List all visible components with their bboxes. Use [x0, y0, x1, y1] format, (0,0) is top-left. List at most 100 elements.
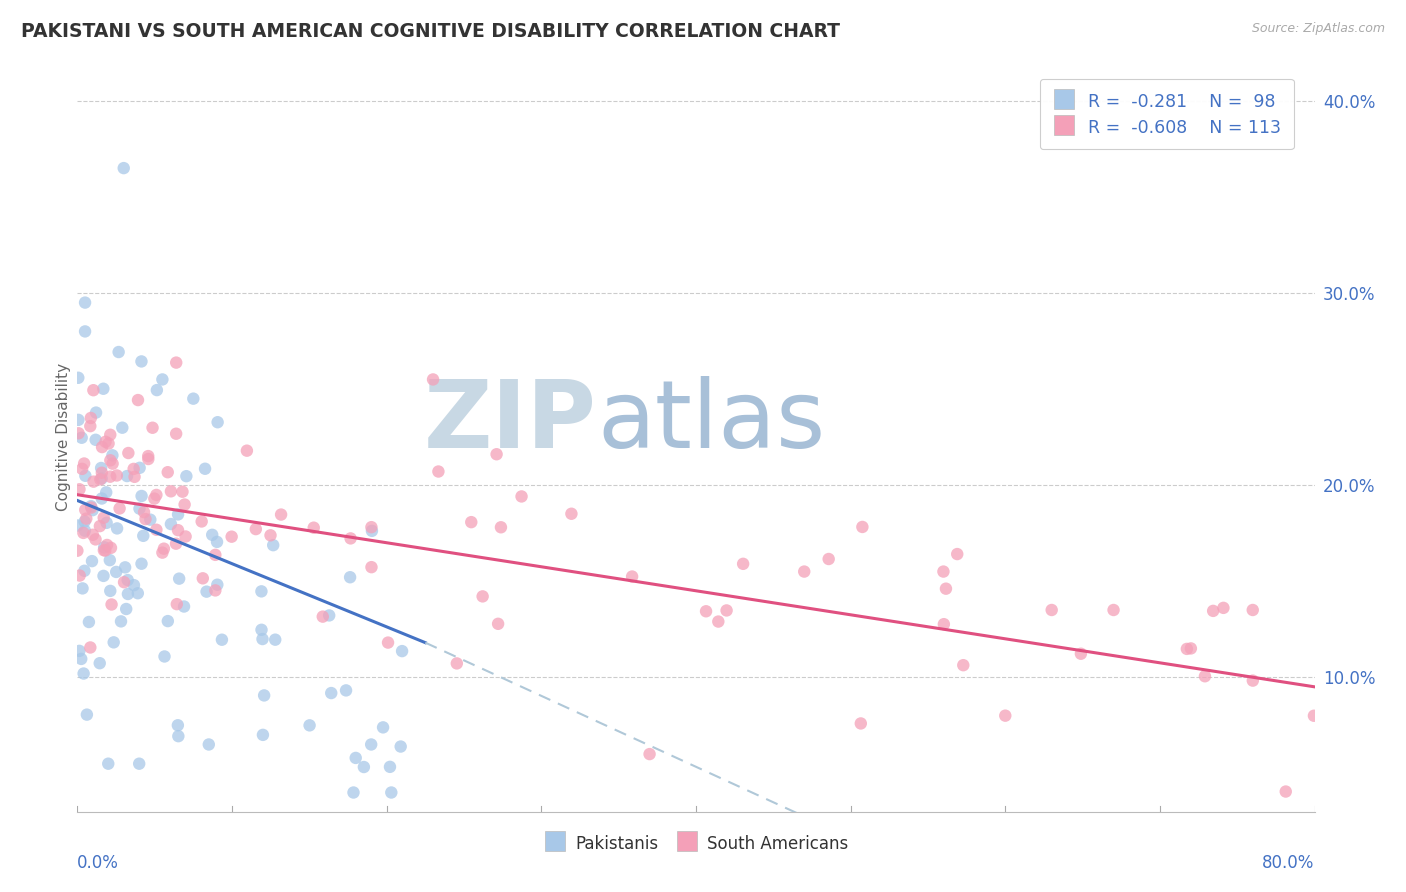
Point: [84, 533, 107, 547]
Point: [93, 543, 115, 558]
Legend: Pakistanis, South Americans: Pakistanis, South Americans: [537, 827, 855, 860]
Point: [236, 443, 259, 458]
Point: [112, 161, 135, 175]
Point: [793, 565, 815, 579]
Point: [389, 739, 412, 754]
Point: [139, 513, 162, 527]
Point: [733, 557, 755, 571]
Text: 0.0%: 0.0%: [77, 854, 120, 872]
Point: [122, 462, 145, 476]
Point: [89, 472, 111, 486]
Point: [90, 471, 112, 485]
Point: [312, 609, 335, 624]
Point: [69, 568, 91, 582]
Point: [264, 632, 287, 647]
Point: [67, 426, 90, 441]
Point: [72, 582, 94, 596]
Point: [75, 295, 96, 310]
Point: [716, 603, 738, 617]
Point: [360, 560, 382, 574]
Point: [70, 652, 93, 666]
Point: [321, 686, 343, 700]
Point: [1180, 641, 1202, 656]
Point: [84, 433, 107, 447]
Point: [165, 356, 187, 370]
Point: [339, 570, 361, 584]
Point: [131, 557, 153, 571]
Point: [93, 510, 115, 524]
Point: [344, 751, 367, 765]
Point: [156, 465, 179, 479]
Point: [136, 452, 159, 467]
Point: [335, 683, 357, 698]
Point: [851, 520, 873, 534]
Point: [707, 615, 730, 629]
Point: [98, 583, 121, 598]
Point: [935, 582, 957, 596]
Point: [105, 565, 128, 579]
Point: [127, 393, 149, 408]
Point: [191, 571, 214, 585]
Point: [298, 718, 321, 732]
Point: [167, 729, 190, 743]
Point: [1274, 784, 1296, 798]
Point: [1241, 673, 1264, 688]
Point: [83, 475, 105, 489]
Point: [946, 547, 969, 561]
Point: [221, 530, 243, 544]
Point: [485, 447, 508, 461]
Point: [80, 411, 103, 425]
Point: [96, 538, 118, 552]
Point: [115, 469, 138, 483]
Point: [98, 453, 121, 467]
Point: [89, 519, 111, 533]
Point: [817, 552, 839, 566]
Point: [101, 448, 124, 462]
Point: [391, 644, 413, 658]
Point: [105, 468, 128, 483]
Point: [849, 716, 872, 731]
Point: [70, 431, 93, 445]
Point: [318, 608, 340, 623]
Point: [115, 602, 138, 616]
Point: [131, 489, 153, 503]
Point: [75, 503, 97, 517]
Point: [117, 587, 139, 601]
Point: [72, 525, 94, 540]
Point: [72, 666, 94, 681]
Point: [134, 512, 156, 526]
Point: [270, 508, 292, 522]
Point: [80, 500, 103, 515]
Point: [112, 575, 135, 590]
Point: [165, 426, 187, 441]
Point: [1303, 708, 1326, 723]
Point: [146, 383, 169, 397]
Point: [141, 421, 163, 435]
Point: [250, 584, 273, 599]
Point: [75, 468, 97, 483]
Point: [245, 522, 267, 536]
Point: [98, 469, 121, 483]
Point: [66, 543, 89, 558]
Point: [173, 498, 195, 512]
Point: [1040, 603, 1063, 617]
Point: [174, 529, 197, 543]
Point: [114, 560, 136, 574]
Point: [76, 707, 98, 722]
Point: [167, 508, 190, 522]
Point: [510, 490, 533, 504]
Point: [75, 511, 97, 525]
Point: [82, 383, 104, 397]
Point: [153, 541, 176, 556]
Point: [1241, 603, 1264, 617]
Point: [207, 578, 229, 592]
Point: [302, 521, 325, 535]
Point: [91, 382, 114, 396]
Point: [207, 415, 229, 429]
Point: [96, 485, 118, 500]
Point: [77, 615, 100, 629]
Point: [79, 419, 101, 434]
Point: [70, 462, 93, 476]
Point: [422, 372, 444, 386]
Text: 80.0%: 80.0%: [1263, 854, 1315, 872]
